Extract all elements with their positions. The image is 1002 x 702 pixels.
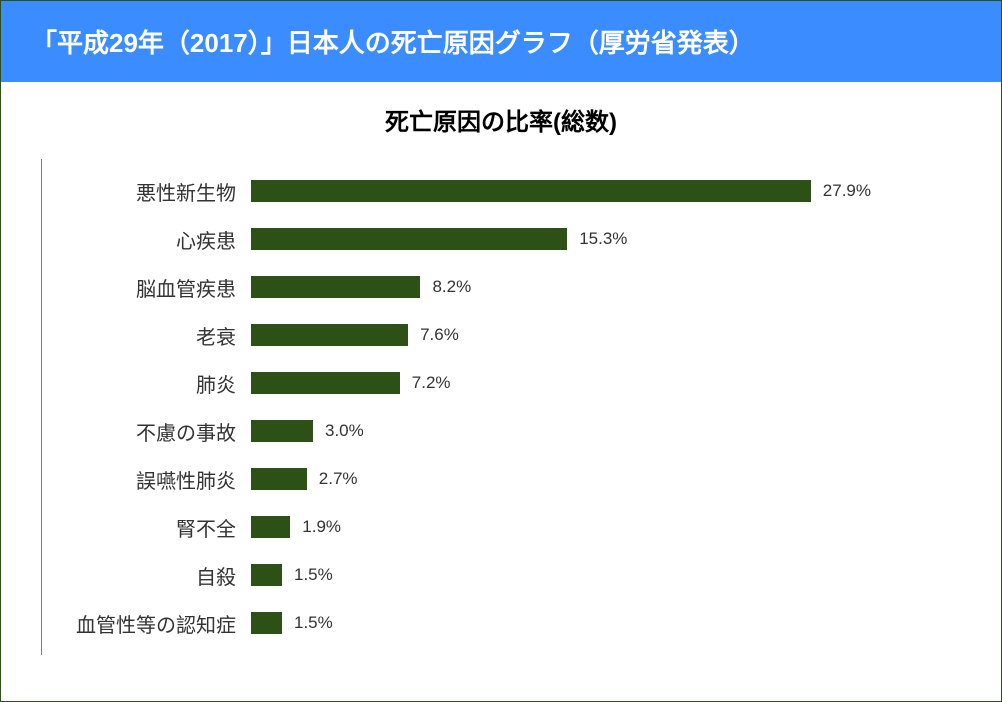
- bar-row: 脳血管疾患8.2%: [251, 263, 961, 311]
- bar-label: 腎不全: [41, 513, 236, 542]
- bar-track: 1.5%: [251, 599, 871, 647]
- bar-label: 老衰: [41, 321, 236, 350]
- bar: [251, 612, 282, 634]
- bar: [251, 228, 567, 250]
- bar-value: 7.2%: [412, 373, 451, 393]
- bar-track: 27.9%: [251, 167, 871, 215]
- bar-row: 不慮の事故3.0%: [251, 407, 961, 455]
- bar: [251, 180, 811, 202]
- bar-value: 2.7%: [319, 469, 358, 489]
- bar-track: 1.5%: [251, 551, 871, 599]
- bar-value: 1.5%: [294, 565, 333, 585]
- bar-value: 7.6%: [420, 325, 459, 345]
- bar-row: 肺炎7.2%: [251, 359, 961, 407]
- bar-value: 8.2%: [432, 277, 471, 297]
- bar: [251, 468, 307, 490]
- bar-label: 心疾患: [41, 225, 236, 254]
- bar-label: 脳血管疾患: [41, 273, 236, 302]
- page-title: 「平成29年（2017）」日本人の死亡原因グラフ（厚労省発表）: [31, 23, 755, 60]
- bar-track: 2.7%: [251, 455, 871, 503]
- bar: [251, 276, 420, 298]
- bar-label: 不慮の事故: [41, 417, 236, 446]
- bar-track: 1.9%: [251, 503, 871, 551]
- chart-body: 悪性新生物27.9%心疾患15.3%脳血管疾患8.2%老衰7.6%肺炎7.2%不…: [41, 167, 961, 647]
- bar-value: 1.9%: [302, 517, 341, 537]
- bar-row: 心疾患15.3%: [251, 215, 961, 263]
- bar: [251, 324, 408, 346]
- bar-row: 血管性等の認知症1.5%: [251, 599, 961, 647]
- bar-row: 老衰7.6%: [251, 311, 961, 359]
- bar: [251, 516, 290, 538]
- bar-row: 誤嚥性肺炎2.7%: [251, 455, 961, 503]
- bar-label: 悪性新生物: [41, 177, 236, 206]
- bar-label: 誤嚥性肺炎: [41, 465, 236, 494]
- bar-value: 1.5%: [294, 613, 333, 633]
- bar-value: 15.3%: [579, 229, 627, 249]
- bar-label: 自殺: [41, 561, 236, 590]
- bar-track: 7.2%: [251, 359, 871, 407]
- bar-row: 自殺1.5%: [251, 551, 961, 599]
- bar-row: 腎不全1.9%: [251, 503, 961, 551]
- bar: [251, 420, 313, 442]
- bar: [251, 372, 400, 394]
- bar-track: 8.2%: [251, 263, 871, 311]
- bar-row: 悪性新生物27.9%: [251, 167, 961, 215]
- bar-track: 15.3%: [251, 215, 871, 263]
- bar: [251, 564, 282, 586]
- bar-track: 7.6%: [251, 311, 871, 359]
- bar-track: 3.0%: [251, 407, 871, 455]
- bar-value: 3.0%: [325, 421, 364, 441]
- bar-label: 肺炎: [41, 369, 236, 398]
- bar-label: 血管性等の認知症: [41, 609, 236, 638]
- chart-container: 「平成29年（2017）」日本人の死亡原因グラフ（厚労省発表） 死亡原因の比率(…: [0, 0, 1002, 702]
- header-bar: 「平成29年（2017）」日本人の死亡原因グラフ（厚労省発表）: [1, 1, 1001, 82]
- bar-value: 27.9%: [823, 181, 871, 201]
- chart-area: 死亡原因の比率(総数) 悪性新生物27.9%心疾患15.3%脳血管疾患8.2%老…: [1, 82, 1001, 687]
- chart-title: 死亡原因の比率(総数): [41, 102, 961, 137]
